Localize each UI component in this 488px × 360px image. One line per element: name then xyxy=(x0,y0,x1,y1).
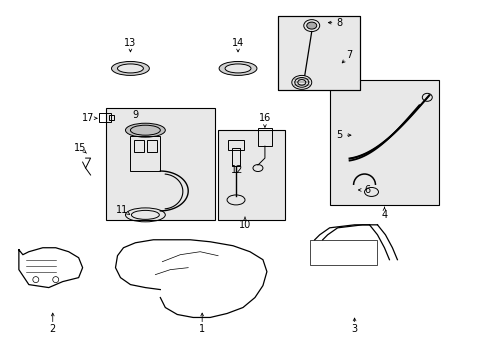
Ellipse shape xyxy=(306,22,316,29)
Text: 3: 3 xyxy=(351,324,357,334)
Text: 13: 13 xyxy=(124,37,136,48)
Bar xyxy=(99,113,110,122)
Text: 2: 2 xyxy=(49,324,56,334)
Bar xyxy=(232,148,240,166)
Text: 7: 7 xyxy=(346,50,352,60)
Ellipse shape xyxy=(219,62,256,75)
Text: 15: 15 xyxy=(74,143,87,153)
Text: 11: 11 xyxy=(116,205,128,215)
Text: 10: 10 xyxy=(238,220,251,230)
Text: 4: 4 xyxy=(381,210,386,220)
Ellipse shape xyxy=(111,62,149,75)
Bar xyxy=(258,128,271,146)
Text: 6: 6 xyxy=(364,185,370,195)
Text: 17: 17 xyxy=(82,113,95,123)
Bar xyxy=(277,15,359,90)
Text: 14: 14 xyxy=(231,37,244,48)
Bar xyxy=(329,80,438,205)
Polygon shape xyxy=(19,248,82,288)
Bar xyxy=(277,15,359,90)
Bar xyxy=(309,240,377,265)
Text: 8: 8 xyxy=(336,18,342,28)
Ellipse shape xyxy=(117,64,143,73)
Bar xyxy=(227,140,244,150)
Ellipse shape xyxy=(125,123,165,137)
Bar xyxy=(147,140,157,152)
Bar xyxy=(108,115,113,120)
Bar xyxy=(134,140,144,152)
Text: 16: 16 xyxy=(258,113,270,123)
Text: 5: 5 xyxy=(336,130,342,140)
Polygon shape xyxy=(115,240,266,318)
Bar xyxy=(105,108,215,220)
Ellipse shape xyxy=(224,64,250,73)
Text: 9: 9 xyxy=(132,110,138,120)
Bar xyxy=(130,136,160,171)
Bar xyxy=(218,130,285,220)
Text: 1: 1 xyxy=(199,324,205,334)
Text: 12: 12 xyxy=(230,165,243,175)
